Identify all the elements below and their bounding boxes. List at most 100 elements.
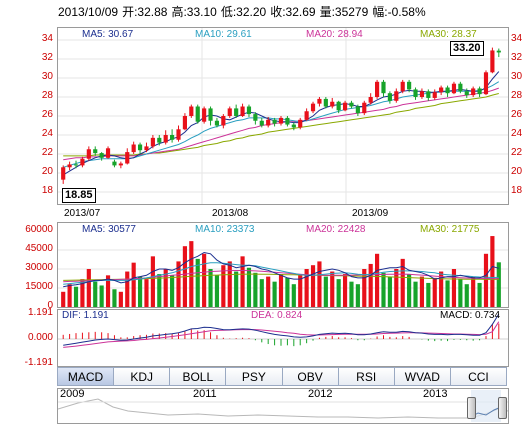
tab-rsi[interactable]: RSI [338,367,395,386]
x-label-aug: 2013/08 [212,208,249,219]
price-right-tick-2: 30 [511,71,523,82]
volume-bar [419,276,425,307]
price-chart[interactable] [58,28,508,204]
volume-bar [86,269,91,307]
volume-bar [330,271,335,307]
volume-left-tick-2: 30000 [25,262,53,273]
nav-year-2011: 2011 [193,388,217,400]
volume-bar [336,279,341,307]
macd-chart[interactable] [58,310,508,366]
price-panel[interactable]: MA5: 30.67 MA10: 29.61 MA20: 28.94 MA30:… [57,27,509,205]
tab-psy[interactable]: PSY [226,367,283,386]
candle [125,148,130,165]
volume-bar [278,274,284,307]
candle [330,97,335,109]
candle [105,146,111,159]
volume-bar [381,272,386,307]
navigator-right-handle[interactable] [498,397,507,419]
vol-ma10-label: MA10: 23373 [195,224,255,235]
price-left-tick-3: 28 [41,90,53,101]
candle [67,161,72,171]
candle [483,70,489,96]
dif-label: DIF: 1.191 [62,310,109,321]
candle [93,146,98,156]
candle [137,142,143,154]
price-right-tick-6: 22 [511,147,523,158]
volume-bar [272,281,277,307]
volume-bar [291,284,296,307]
candle [144,142,149,153]
volume-bar [73,286,79,307]
candle [407,79,412,93]
high-price-flag: 33.20 [450,41,484,56]
candle [458,81,463,94]
macd-left-tick-0: 1.191 [27,307,53,318]
navigator-left-handle[interactable] [467,397,476,419]
candle [214,117,220,128]
tab-cci[interactable]: CCI [450,367,507,386]
tab-obv[interactable]: OBV [282,367,339,386]
volume-bar [234,271,239,307]
candle [112,159,117,168]
tab-macd[interactable]: MACD [57,367,115,386]
change-value: -0.58% [387,5,426,19]
candle [195,104,200,124]
volume-bar [304,269,309,307]
volume-bar [471,276,476,307]
x-label-sep: 2013/09 [352,208,389,219]
candle [266,116,271,128]
candle [432,89,437,100]
candle [368,93,373,105]
candle [208,106,213,126]
volume-bar [375,253,380,307]
price-ma5-label: MA5: 30.67 [82,29,134,40]
price-ma10-label: MA10: 29.61 [195,29,252,40]
dea-line [63,321,500,348]
tab-wvad[interactable]: WVAD [394,367,451,386]
volume-bar [93,281,98,307]
low-value: 32.20 [236,5,267,19]
indicator-tabs: MACD KDJ BOLL PSY OBV RSI WVAD CCI [57,367,507,386]
candle [400,79,405,94]
price-left-tick-8: 18 [41,185,53,196]
volume-bar [112,289,117,307]
price-right-tick-8: 18 [511,185,523,196]
volume-bar [221,265,226,307]
candle [61,165,66,184]
candle [317,97,322,107]
tab-kdj[interactable]: KDJ [114,367,171,386]
volume-bar [253,272,258,307]
candle [73,160,79,169]
time-navigator[interactable]: 2009 2011 2012 2013 [57,388,509,424]
price-left-tick-7: 20 [41,166,53,177]
candle [150,135,155,149]
volume-left-tick-3: 15000 [25,281,53,292]
price-right-tick-0: 34 [511,33,523,44]
low-price-flag: 18.85 [62,188,96,203]
candle [362,100,367,116]
candle [477,86,482,97]
volume-bar [137,276,143,307]
tab-boll[interactable]: BOLL [170,367,227,386]
volume-chart[interactable] [58,223,508,307]
candle [99,152,104,161]
volume-bar [342,274,348,307]
candle [349,100,354,109]
volume-bar [125,271,130,307]
candle [234,104,239,118]
volume-bar [432,277,437,307]
high-value: 33.10 [186,5,217,19]
macd-panel[interactable]: DIF: 1.191 DEA: 0.824 MACD: 0.734 [57,309,509,367]
volume-bar [99,285,104,307]
volume-panel[interactable]: MA5: 30577 MA10: 23373 MA20: 22428 MA30:… [57,222,509,308]
volume-bar [285,277,290,307]
price-right-tick-1: 32 [511,52,523,63]
candle [381,79,386,97]
dif-line [63,313,500,346]
volume-bar [400,258,405,307]
candle [259,117,264,128]
candle [86,146,91,161]
x-label-jul: 2013/07 [64,208,101,219]
volume-ma5-line [63,251,499,288]
volume-bar [407,274,412,307]
